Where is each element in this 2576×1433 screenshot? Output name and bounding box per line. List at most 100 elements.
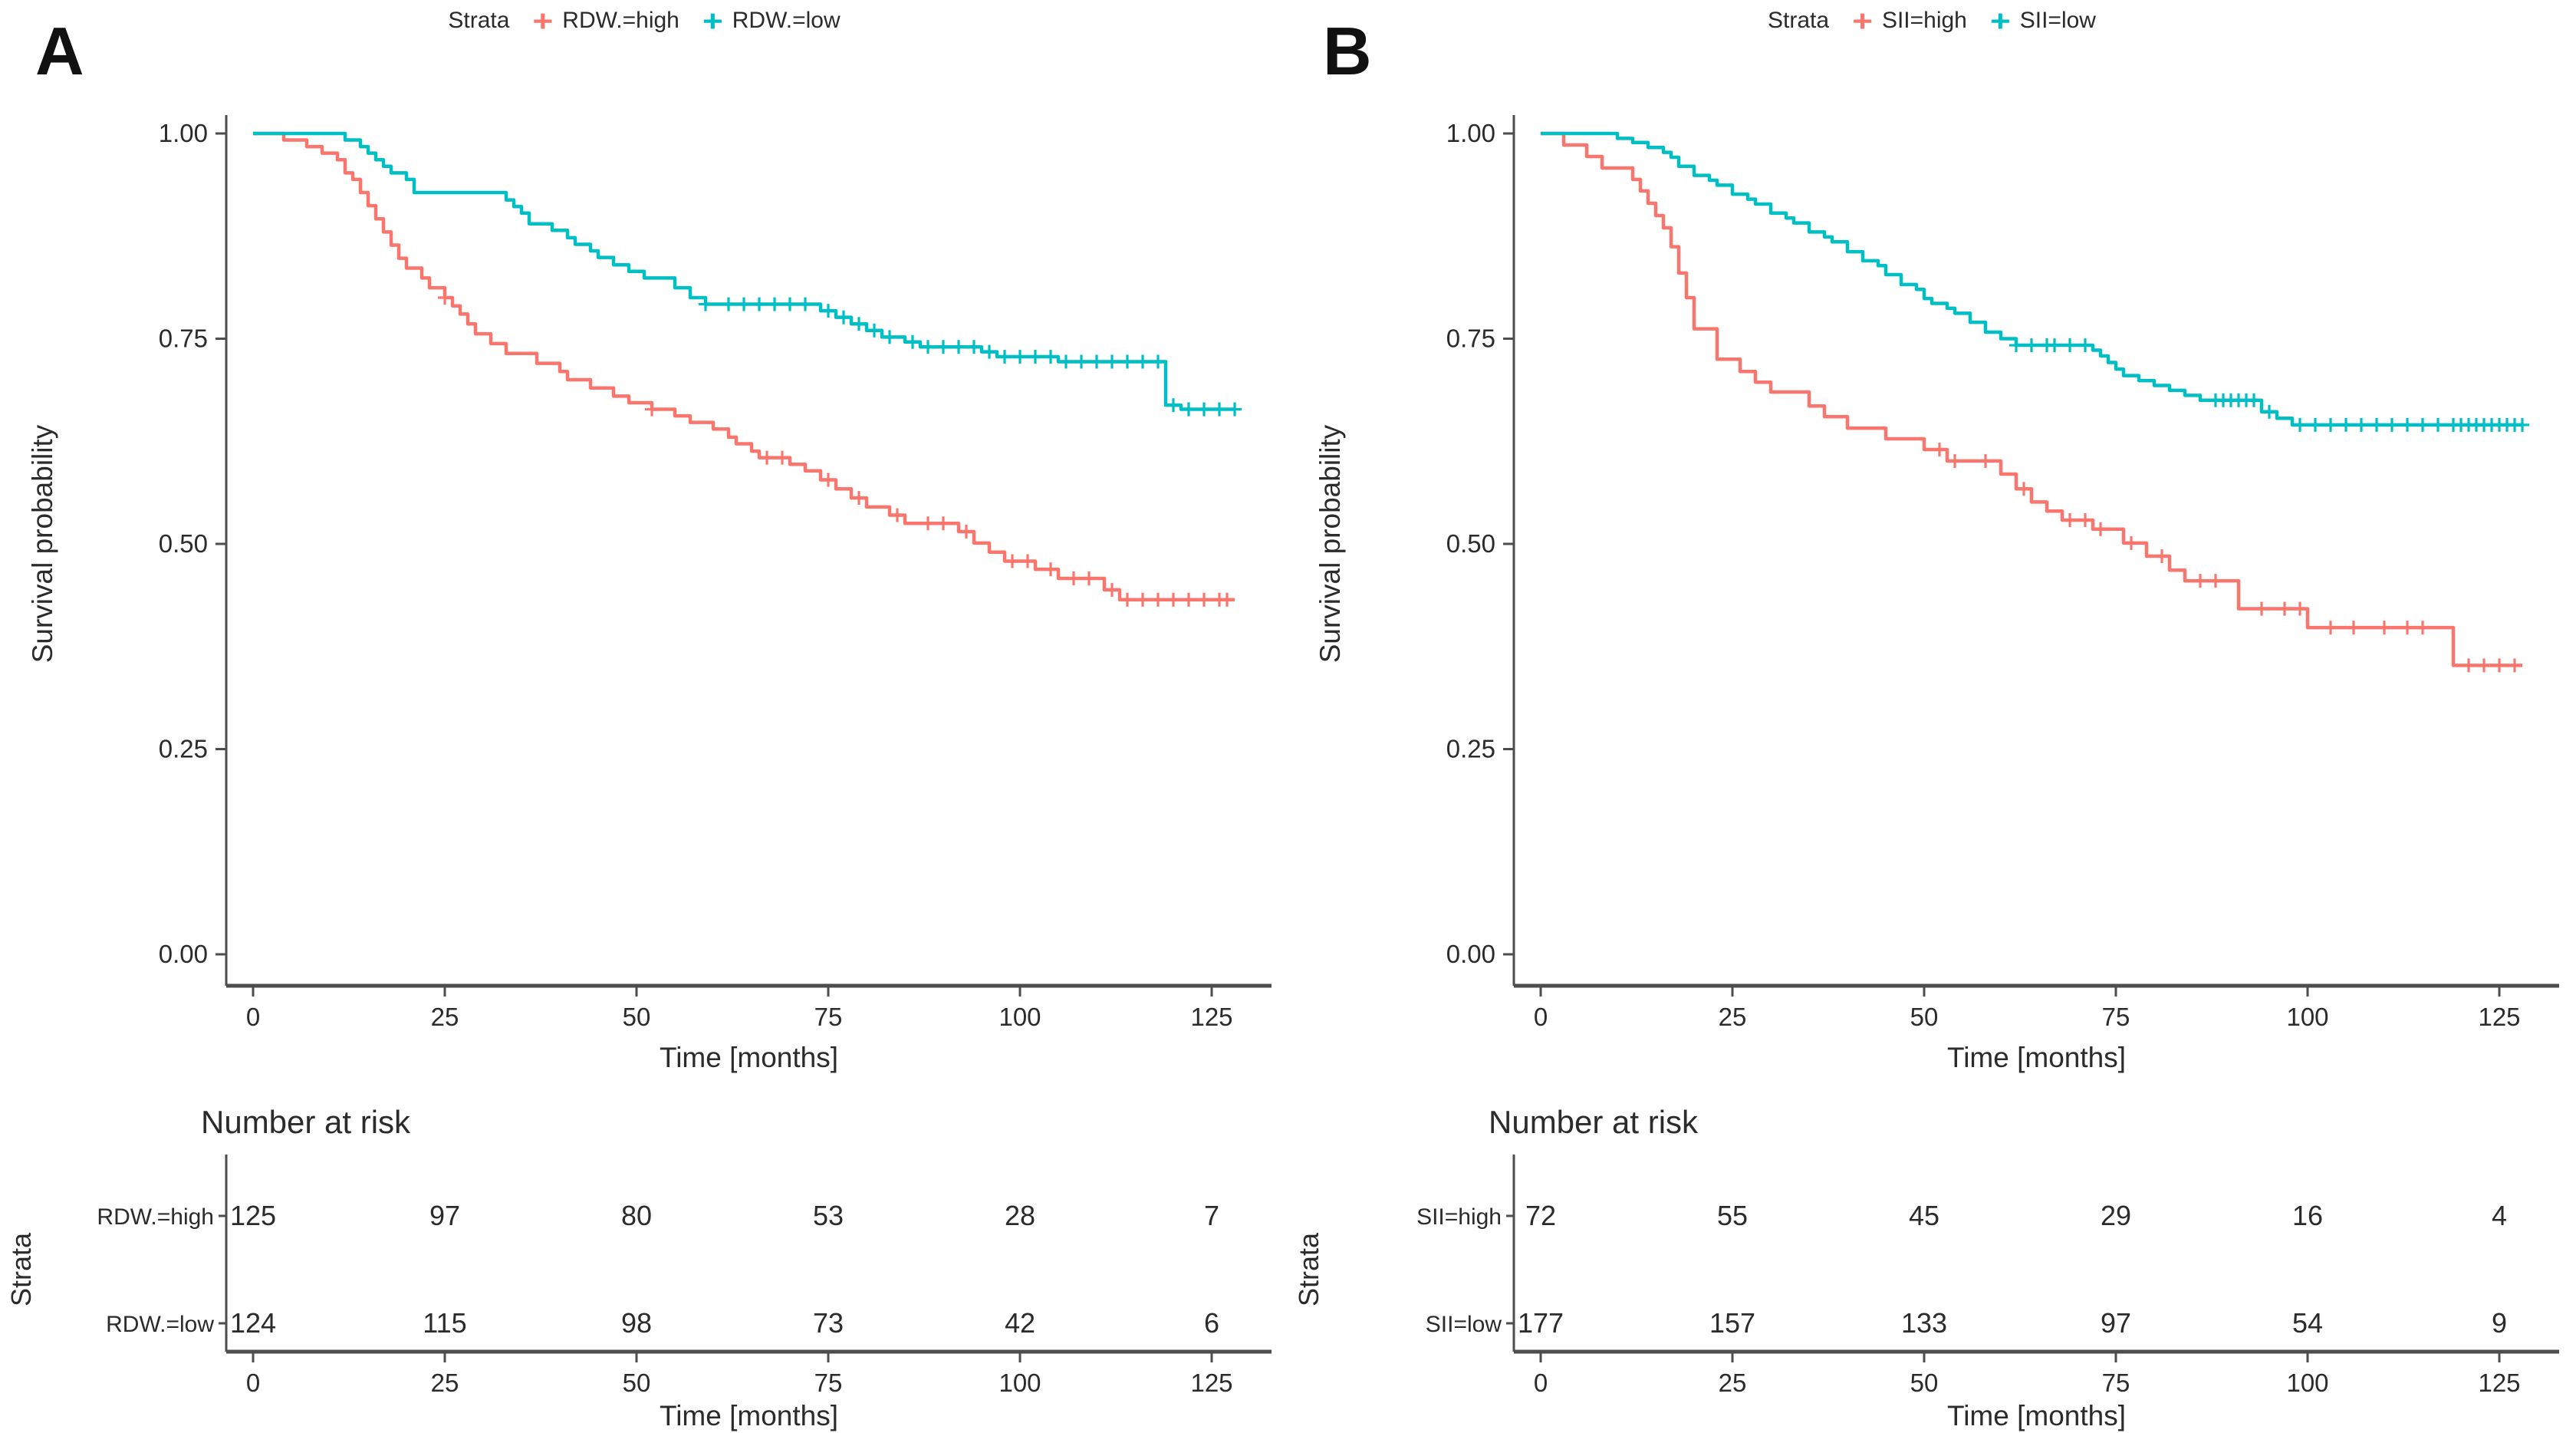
- risk-count: 42: [1005, 1307, 1035, 1339]
- legend-item-label: SII=low: [2019, 8, 2096, 33]
- x-tick-label: 100: [2286, 1003, 2328, 1031]
- series-RDW.=high: [253, 131, 1235, 607]
- risk-x-axis-title: Time [months]: [660, 1400, 838, 1431]
- risk-count: 55: [1717, 1200, 1748, 1231]
- y-tick-label: 1.00: [159, 119, 208, 147]
- y-tick-label: 0.50: [159, 529, 208, 558]
- x-tick-label: 50: [1910, 1003, 1939, 1031]
- legend-item-label: RDW.=low: [732, 8, 841, 33]
- risk-strata-label: Strata: [5, 1232, 37, 1306]
- risk-count: 53: [813, 1200, 844, 1231]
- risk-x-tick-label: 25: [431, 1369, 459, 1397]
- risk-count: 97: [2101, 1307, 2131, 1339]
- km-curve: [1541, 131, 2522, 427]
- series-SII=low: [1541, 131, 2529, 432]
- risk-count: 6: [1204, 1307, 1219, 1339]
- axes: 1.00 0.75 0.50 0.25 0.00 0 25 50 75 100 125 Time [m…: [1314, 115, 2559, 1073]
- x-tick-label: 25: [431, 1003, 459, 1031]
- risk-table-title: Number at risk: [1489, 1104, 1699, 1140]
- risk-count: 28: [1005, 1200, 1035, 1231]
- risk-count: 98: [621, 1307, 652, 1339]
- plus-marker-icon: +: [1852, 3, 1873, 38]
- x-axis-title: Time [months]: [660, 1042, 838, 1073]
- risk-count: 80: [621, 1200, 652, 1231]
- legend-item-high: + SII=high: [1852, 3, 1967, 38]
- x-tick-label: 100: [998, 1003, 1041, 1031]
- risk-row-label: SII=high: [1416, 1204, 1502, 1230]
- legend-item-label: SII=high: [1881, 8, 1967, 33]
- risk-count: 54: [2292, 1307, 2323, 1339]
- legend-title: Strata: [1768, 8, 1830, 33]
- risk-count: 4: [2492, 1200, 2507, 1231]
- risk-x-tick-label: 75: [2102, 1369, 2130, 1397]
- x-tick-label: 0: [246, 1003, 260, 1031]
- y-tick-label: 0.00: [159, 940, 208, 968]
- y-tick-label: 0.25: [1446, 735, 1495, 763]
- y-axis-title: Survival probability: [27, 424, 58, 663]
- risk-table: Number at risk RDW.=high 125 97 80 53 28 7 RDW.=…: [5, 1104, 1272, 1431]
- y-axis-title: Survival probability: [1314, 424, 1346, 663]
- risk-count: 177: [1518, 1307, 1564, 1339]
- plus-marker-icon: +: [532, 3, 554, 38]
- risk-x-tick-label: 125: [2478, 1369, 2520, 1397]
- panel-b: B Strata + SII=high + SII=low 1.00 0.75 0.…: [1288, 0, 2576, 1433]
- risk-x-tick-label: 100: [998, 1369, 1041, 1397]
- risk-count: 9: [2492, 1307, 2507, 1339]
- km-curve: [253, 131, 1235, 411]
- legend-title: Strata: [448, 8, 510, 33]
- km-curve: [1541, 131, 2522, 667]
- risk-x-tick-label: 50: [623, 1369, 651, 1397]
- risk-x-tick-label: 50: [1910, 1369, 1939, 1397]
- x-tick-label: 50: [623, 1003, 651, 1031]
- risk-count: 7: [1204, 1200, 1219, 1231]
- panel-a: A Strata + RDW.=high + RDW.=low 1.00 0.75…: [0, 3, 1288, 1431]
- axes: 1.00 0.75 0.50 0.25 0.00 0 25 50 75 100 125 Time [m…: [27, 115, 1272, 1073]
- risk-count: 45: [1909, 1200, 1939, 1231]
- panel-b-letter: B: [1323, 13, 1372, 89]
- risk-x-axis-title: Time [months]: [1947, 1400, 2126, 1431]
- risk-count: 133: [1901, 1307, 1947, 1339]
- y-tick-label: 0.00: [1446, 940, 1495, 968]
- risk-count: 97: [429, 1200, 460, 1231]
- risk-row-label: RDW.=high: [97, 1204, 214, 1230]
- y-tick-label: 0.25: [159, 735, 208, 763]
- risk-row-label: SII=low: [1426, 1312, 1502, 1337]
- risk-count: 124: [230, 1307, 276, 1339]
- y-tick-label: 0.75: [159, 324, 208, 353]
- x-axis-title: Time [months]: [1947, 1042, 2126, 1073]
- series-RDW.=low: [253, 131, 1242, 417]
- x-tick-label: 125: [1190, 1003, 1232, 1031]
- risk-row-label: RDW.=low: [106, 1312, 214, 1337]
- y-tick-label: 0.75: [1446, 324, 1495, 353]
- risk-count: 72: [1525, 1200, 1556, 1231]
- x-tick-label: 25: [1719, 1003, 1747, 1031]
- risk-count: 157: [1709, 1307, 1755, 1339]
- x-tick-label: 125: [2478, 1003, 2520, 1031]
- risk-count: 73: [813, 1307, 844, 1339]
- km-chart-b: 1.00 0.75 0.50 0.25 0.00 0 25 50 75 100 125 Time [m…: [1293, 115, 2559, 1431]
- plus-marker-icon: +: [1989, 3, 2011, 38]
- risk-x-tick-label: 0: [246, 1369, 260, 1397]
- legend-item-low: + RDW.=low: [702, 5, 841, 35]
- risk-strata-label: Strata: [1293, 1232, 1324, 1306]
- series-SII=high: [1541, 131, 2522, 673]
- km-curve: [253, 131, 1235, 602]
- risk-x-tick-label: 75: [814, 1369, 843, 1397]
- y-tick-label: 0.50: [1446, 529, 1495, 558]
- legend-item-label: RDW.=high: [562, 8, 679, 33]
- risk-count: 125: [230, 1200, 276, 1231]
- legend-item-high: + RDW.=high: [532, 3, 679, 38]
- risk-table-title: Number at risk: [201, 1104, 411, 1140]
- risk-table: Number at risk SII=high 72 55 45 29 16 4 SII=low…: [1293, 1104, 2559, 1431]
- x-tick-label: 75: [2102, 1003, 2130, 1031]
- risk-count: 16: [2292, 1200, 2323, 1231]
- risk-x-tick-label: 0: [1534, 1369, 1548, 1397]
- panel-b-legend: Strata + SII=high + SII=low: [1288, 3, 2576, 38]
- panel-a-legend: Strata + RDW.=high + RDW.=low: [0, 3, 1288, 38]
- risk-x-tick-label: 25: [1719, 1369, 1747, 1397]
- risk-count: 29: [2101, 1200, 2131, 1231]
- risk-x-tick-label: 100: [2286, 1369, 2328, 1397]
- y-tick-label: 1.00: [1446, 119, 1495, 147]
- risk-count: 115: [423, 1307, 466, 1339]
